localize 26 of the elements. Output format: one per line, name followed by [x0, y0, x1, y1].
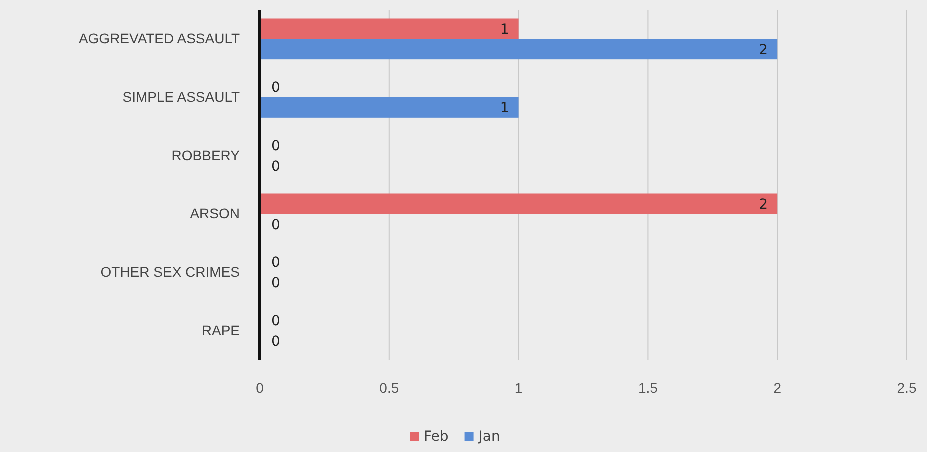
data-label: 0	[272, 80, 280, 96]
legend-label: Jan	[478, 429, 500, 445]
x-tick-label: 1	[514, 380, 523, 396]
x-tick-label: 1.5	[638, 380, 658, 396]
data-label: 1	[500, 22, 510, 38]
y-tick-label: ARSON	[190, 206, 240, 222]
x-tick-label: 2	[774, 380, 782, 396]
data-label: 0	[272, 314, 280, 330]
y-tick-label: AGGREVATED ASSAULT	[78, 30, 240, 47]
x-tick-label: 0.5	[380, 380, 400, 396]
x-tick-label: 2.5	[897, 380, 917, 396]
data-label: 0	[272, 255, 280, 272]
y-tick-label: RAPE	[202, 322, 240, 338]
data-label: 2	[759, 196, 768, 213]
legend-label: Feb	[424, 429, 449, 445]
data-label: 1	[500, 100, 510, 117]
data-label: 0	[272, 217, 280, 234]
x-tick-label: 0	[256, 380, 264, 396]
data-label: 0	[272, 138, 280, 155]
data-label: 0	[272, 334, 280, 350]
data-label: 0	[272, 276, 280, 292]
y-tick-label: ROBBERY	[172, 147, 241, 164]
data-label: 2	[759, 42, 768, 58]
y-tick-label: OTHER SEX CRIMES	[100, 264, 240, 280]
y-tick-label: SIMPLE ASSAULT	[122, 88, 240, 105]
data-label: 0	[272, 158, 280, 175]
